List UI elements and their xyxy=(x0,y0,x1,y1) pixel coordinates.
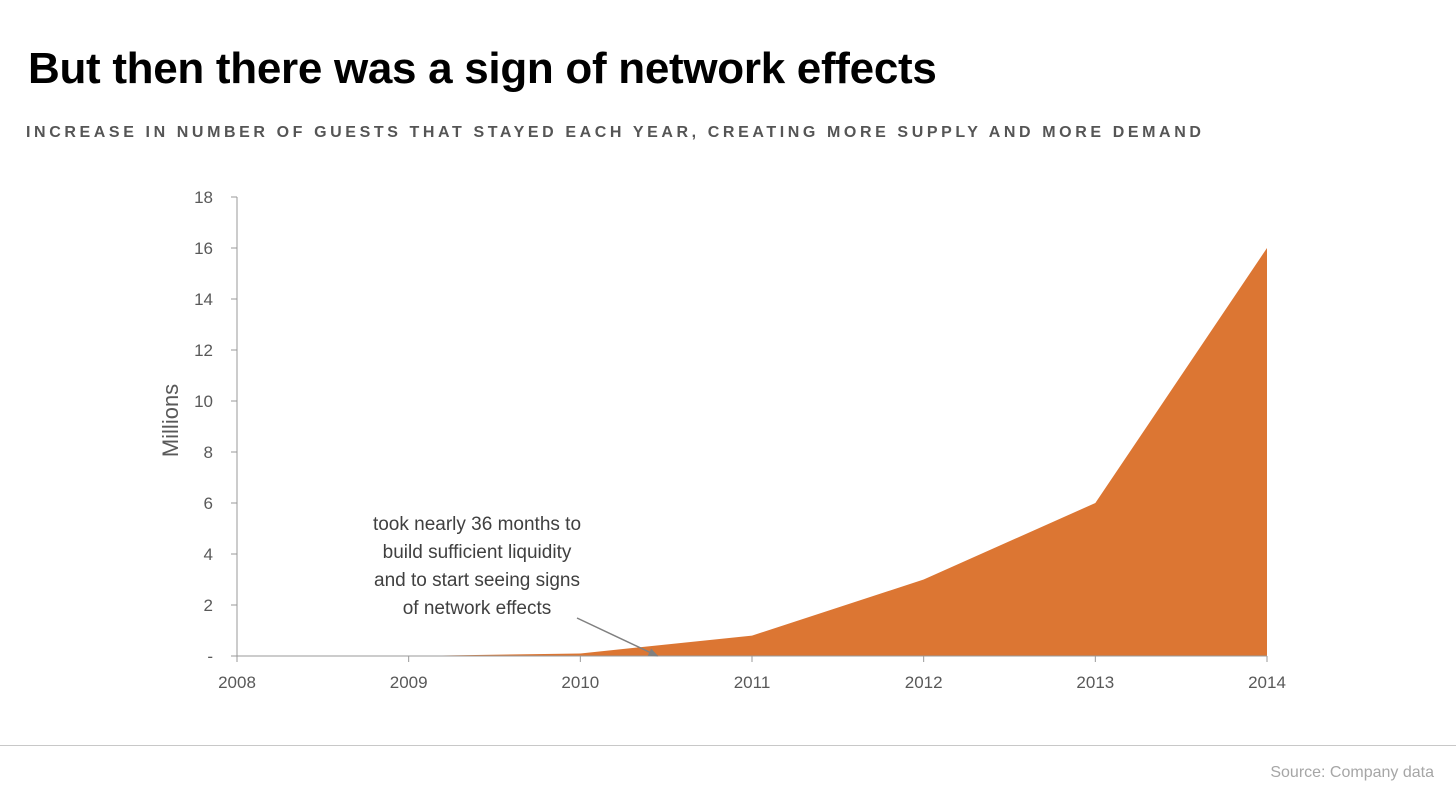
area-series-0 xyxy=(237,248,1267,656)
annotation-arrow xyxy=(576,617,659,657)
y-tick-label: 14 xyxy=(194,290,213,309)
x-tick-label: 2013 xyxy=(1076,673,1114,692)
footer-divider xyxy=(0,745,1456,746)
annotation-text-line: took nearly 36 months to xyxy=(373,514,581,535)
y-tick-label: 10 xyxy=(194,392,213,411)
y-tick-label: 16 xyxy=(194,239,213,258)
y-tick-label: 12 xyxy=(194,341,213,360)
x-tick-label: 2010 xyxy=(561,673,599,692)
x-tick-label: 2011 xyxy=(734,673,771,692)
y-tick-label: 6 xyxy=(204,494,213,513)
x-tick-label: 2009 xyxy=(390,673,428,692)
y-axis-title: Millions xyxy=(158,384,183,457)
y-tick-label: - xyxy=(207,647,213,666)
area-chart: - 2 4 6 8 10 12 14 16 18 2008 2009 2010 2011 2012 2013 2… xyxy=(158,188,1286,692)
annotation-text-line: and to start seeing signs xyxy=(374,570,580,591)
y-tick-label: 2 xyxy=(204,596,213,615)
page-subtitle: INCREASE IN NUMBER OF GUESTS THAT STAYED… xyxy=(26,124,1205,141)
source-note: Source: Company data xyxy=(1270,764,1434,781)
annotation-text-line: build sufficient liquidity xyxy=(383,542,572,563)
x-tick-label: 2012 xyxy=(905,673,943,692)
x-tick-label: 2008 xyxy=(218,673,256,692)
x-tick-label: 2014 xyxy=(1248,673,1286,692)
y-tick-label: 18 xyxy=(194,188,213,207)
page-title: But then there was a sign of network eff… xyxy=(28,44,937,93)
y-tick-label: 8 xyxy=(204,443,213,462)
annotation-text-line: of network effects xyxy=(403,598,552,619)
y-tick-label: 4 xyxy=(204,545,213,564)
